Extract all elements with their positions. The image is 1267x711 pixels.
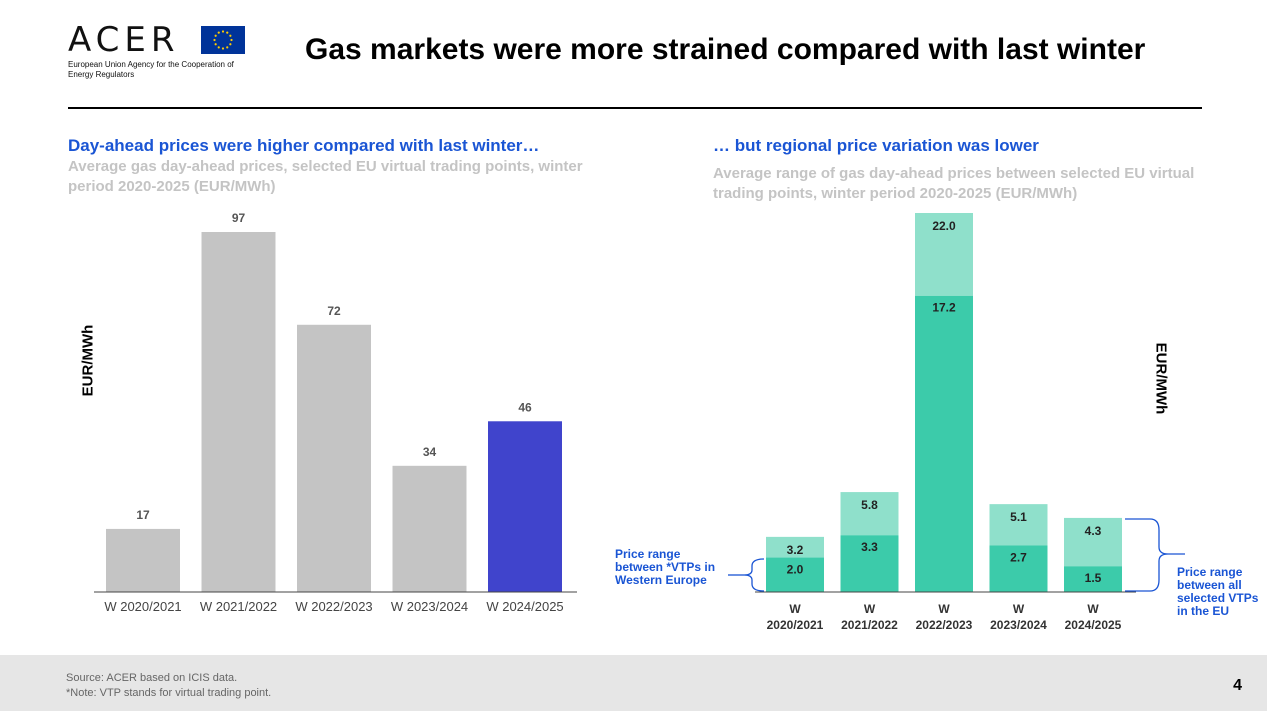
bar-W 2023/2024	[392, 465, 467, 592]
eu-flag-icon	[201, 26, 245, 54]
bar-segment-western-europe	[840, 535, 899, 592]
data-label: 3.2	[787, 543, 804, 557]
x-tick-label: 2021/2022	[841, 618, 898, 632]
bar-W 2024/2025	[488, 421, 562, 592]
bar-segment-all-eu	[840, 492, 899, 536]
x-tick-label: 2023/2024	[990, 618, 1047, 632]
data-label: 4.3	[1085, 524, 1102, 538]
data-label: 5.1	[1010, 510, 1027, 524]
x-tick-label: 2022/2023	[916, 618, 973, 632]
eu-star-icon	[213, 38, 216, 42]
right-panel-subtitle: Average range of gas day-ahead prices be…	[713, 165, 1195, 202]
data-label: 46	[518, 400, 532, 414]
data-label: 3.3	[861, 540, 878, 554]
data-label: 22.0	[932, 219, 956, 233]
bar-W 2021/2022	[201, 232, 276, 592]
bracket-label-all-eu: Price range between all selected VTPs in…	[1177, 565, 1259, 618]
x-tick-label: 2024/2025	[1065, 618, 1122, 632]
data-label: 17	[136, 508, 150, 522]
data-label: 2.7	[1010, 550, 1027, 564]
bracket-right	[1125, 518, 1169, 592]
bar-segment-western-europe	[766, 557, 824, 592]
data-label: 34	[423, 445, 437, 459]
acer-logo: ACER European Union Agency for the Coope…	[68, 22, 258, 86]
logo-wordmark: ACER	[68, 20, 180, 60]
eu-star-icon	[229, 43, 232, 46]
x-tick-label: W 2024/2025	[486, 599, 563, 614]
eu-star-icon	[214, 43, 217, 46]
eu-star-icon	[221, 47, 225, 50]
bar-segment-all-eu	[766, 536, 824, 558]
bracket-left	[743, 558, 765, 592]
eu-star-icon	[221, 30, 225, 33]
x-tick-label: W	[1013, 602, 1025, 616]
footer-note: *Note: VTP stands for virtual trading po…	[66, 687, 272, 699]
data-label: 2.0	[787, 563, 804, 577]
x-tick-label: W 2021/2022	[200, 599, 277, 614]
logo-subtitle: European Union Agency for the Cooperatio…	[68, 60, 234, 79]
bar-W 2022/2023	[297, 324, 371, 592]
x-tick-label: W	[789, 602, 801, 616]
bar-segment-all-eu	[915, 213, 973, 296]
left-panel-subtitle: Average gas day-ahead prices, selected E…	[68, 158, 583, 195]
eu-star-icon	[214, 34, 217, 37]
eu-star-icon	[217, 31, 220, 34]
right-panel-title: … but regional price variation was lower	[713, 136, 1039, 155]
x-tick-label: W 2023/2024	[391, 599, 468, 614]
data-label: 1.5	[1085, 571, 1102, 585]
x-tick-label: W	[864, 602, 876, 616]
footer-source: Source: ACER based on ICIS data.	[66, 672, 238, 684]
x-tick-label: W 2022/2023	[295, 599, 372, 614]
bar-segment-all-eu	[989, 504, 1048, 546]
title-divider	[68, 107, 1202, 109]
bar-W 2020/2021	[106, 528, 180, 592]
bar-segment-western-europe	[989, 545, 1048, 592]
x-tick-label: W 2020/2021	[104, 599, 181, 614]
eu-star-icon	[217, 46, 220, 49]
data-label: 72	[327, 304, 341, 318]
eu-star-icon	[230, 38, 233, 42]
data-label: 97	[232, 211, 246, 225]
data-label: 5.8	[861, 498, 878, 512]
eu-star-icon	[226, 31, 229, 34]
x-tick-label: 2020/2021	[767, 618, 824, 632]
bracket-label-western-europe: Price range between *VTPs in Western Eur…	[615, 547, 716, 587]
left-panel-title: Day-ahead prices were higher compared wi…	[68, 136, 540, 155]
data-label: 17.2	[932, 301, 956, 315]
bar-segment-western-europe	[915, 295, 973, 592]
x-tick-label: W	[938, 602, 950, 616]
slide-title: Gas markets were more strained compared …	[305, 33, 1146, 66]
eu-star-icon	[229, 34, 232, 37]
bar-segment-all-eu	[1064, 517, 1122, 567]
bar-segment-western-europe	[1064, 566, 1122, 592]
page-number: 4	[1233, 677, 1242, 694]
footer: Source: ACER based on ICIS data. *Note: …	[0, 655, 1267, 711]
eu-star-icon	[226, 46, 229, 49]
x-tick-label: W	[1087, 602, 1099, 616]
